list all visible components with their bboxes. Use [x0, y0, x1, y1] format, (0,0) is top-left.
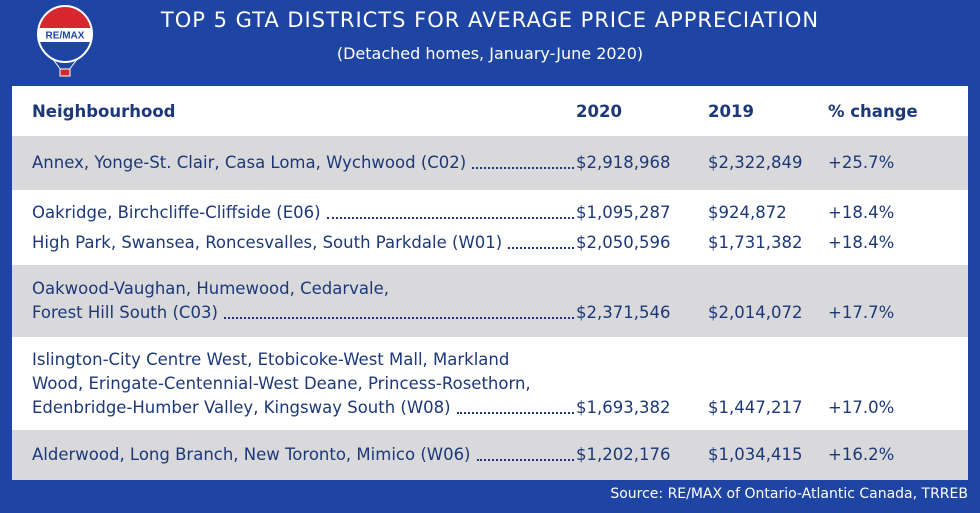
column-header: 2019	[708, 101, 754, 121]
name-line: Oakridge, Birchcliffe-Cliffside (E06)	[32, 201, 576, 225]
neighbourhood-cell: Oakwood-Vaughan, Humewood, Cedarvale, For…	[12, 277, 576, 325]
title: TOP 5 GTA DISTRICTS FOR AVERAGE PRICE AP…	[160, 8, 820, 32]
name-line: Edenbridge-Humber Valley, Kingsway South…	[32, 396, 576, 420]
neighbourhood-cell: Islington-City Centre West, Etobicoke-We…	[12, 348, 576, 420]
name-line: Annex, Yonge-St. Clair, Casa Loma, Wychw…	[32, 151, 576, 175]
percent-change: +18.4%	[828, 202, 895, 222]
price-2019: $1,034,415	[708, 445, 803, 464]
table-row: Annex, Yonge-St. Clair, Casa Loma, Wychw…	[12, 151, 968, 175]
neighbourhood-text: Wood, Eringate-Centennial-West Deane, Pr…	[32, 373, 531, 393]
price-2020: $2,050,596	[576, 232, 671, 252]
dot-leader	[223, 317, 574, 319]
percent-change: +18.4%	[828, 232, 895, 252]
column-header: % change	[828, 101, 918, 121]
row-group: Alderwood, Long Branch, New Toronto, Mim…	[12, 430, 968, 480]
percent-change: +25.7%	[828, 153, 895, 172]
row-group: Oakridge, Birchcliffe-Cliffside (E06) $1,…	[12, 190, 968, 265]
table-row: Islington-City Centre West, Etobicoke-We…	[12, 348, 968, 420]
neighbourhood-text: Edenbridge-Humber Valley, Kingsway South…	[32, 397, 451, 417]
logo-text: RE/MAX	[46, 31, 85, 42]
row-group: Annex, Yonge-St. Clair, Casa Loma, Wychw…	[12, 136, 968, 190]
dot-leader	[476, 459, 574, 461]
percent-change: +17.7%	[828, 303, 895, 322]
row-group: Islington-City Centre West, Etobicoke-We…	[12, 337, 968, 430]
price-2020: $1,693,382	[576, 397, 671, 417]
percent-change: +16.2%	[828, 445, 895, 464]
name-line: High Park, Swansea, Roncesvalles, South …	[32, 231, 576, 255]
dot-leader	[508, 246, 574, 249]
source: Source: RE/MAX of Ontario-Atlantic Canad…	[610, 486, 968, 502]
neighbourhood-text: Alderwood, Long Branch, New Toronto, Mim…	[32, 445, 471, 464]
price-2019: $1,447,217	[708, 397, 803, 417]
neighbourhood-cell: High Park, Swansea, Roncesvalles, South …	[12, 231, 576, 255]
dot-leader	[456, 411, 574, 414]
dot-leader	[326, 216, 574, 219]
name-line: Wood, Eringate-Centennial-West Deane, Pr…	[32, 372, 576, 396]
price-2019: $2,322,849	[708, 153, 803, 172]
neighbourhood-cell: Alderwood, Long Branch, New Toronto, Mim…	[12, 443, 576, 467]
price-2020: $2,918,968	[576, 153, 671, 172]
neighbourhood-text: Oakwood-Vaughan, Humewood, Cedarvale,	[32, 279, 389, 298]
name-line: Forest Hill South (C03)	[32, 301, 576, 325]
table: Neighbourhood 2020 2019 % change Annex, …	[12, 86, 968, 480]
name-line: Alderwood, Long Branch, New Toronto, Mim…	[32, 443, 576, 467]
neighbourhood-text: Oakridge, Birchcliffe-Cliffside (E06)	[32, 202, 321, 222]
neighbourhood-text: Islington-City Centre West, Etobicoke-We…	[32, 349, 510, 369]
price-2020: $2,371,546	[576, 303, 671, 322]
table-row: Oakridge, Birchcliffe-Cliffside (E06) $1,…	[12, 201, 968, 225]
price-2020: $1,095,287	[576, 202, 671, 222]
neighbourhood-text: Forest Hill South (C03)	[32, 303, 218, 322]
price-2019: $924,872	[708, 202, 787, 222]
column-header: 2020	[576, 101, 622, 121]
table-row: Oakwood-Vaughan, Humewood, Cedarvale, For…	[12, 277, 968, 325]
neighbourhood-cell: Oakridge, Birchcliffe-Cliffside (E06)	[12, 201, 576, 225]
logo: RE/MAX	[37, 5, 93, 77]
neighbourhood-text: High Park, Swansea, Roncesvalles, South …	[32, 232, 503, 252]
name-line: Islington-City Centre West, Etobicoke-We…	[32, 348, 576, 372]
column-header: Neighbourhood	[32, 101, 176, 121]
price-2019: $2,014,072	[708, 303, 803, 322]
subtitle: (Detached homes, January-June 2020)	[336, 44, 644, 63]
neighbourhood-cell: Annex, Yonge-St. Clair, Casa Loma, Wychw…	[12, 151, 576, 175]
price-2020: $1,202,176	[576, 445, 671, 464]
dot-leader	[472, 167, 574, 169]
percent-change: +17.0%	[828, 397, 895, 417]
table-row: High Park, Swansea, Roncesvalles, South …	[12, 231, 968, 255]
row-group: Oakwood-Vaughan, Humewood, Cedarvale, For…	[12, 265, 968, 337]
neighbourhood-text: Annex, Yonge-St. Clair, Casa Loma, Wychw…	[32, 153, 467, 172]
price-2019: $1,731,382	[708, 232, 803, 252]
table-row: Alderwood, Long Branch, New Toronto, Mim…	[12, 443, 968, 467]
name-line: Oakwood-Vaughan, Humewood, Cedarvale,	[32, 277, 576, 301]
header-row: Neighbourhood 2020 2019 % change	[12, 86, 968, 136]
